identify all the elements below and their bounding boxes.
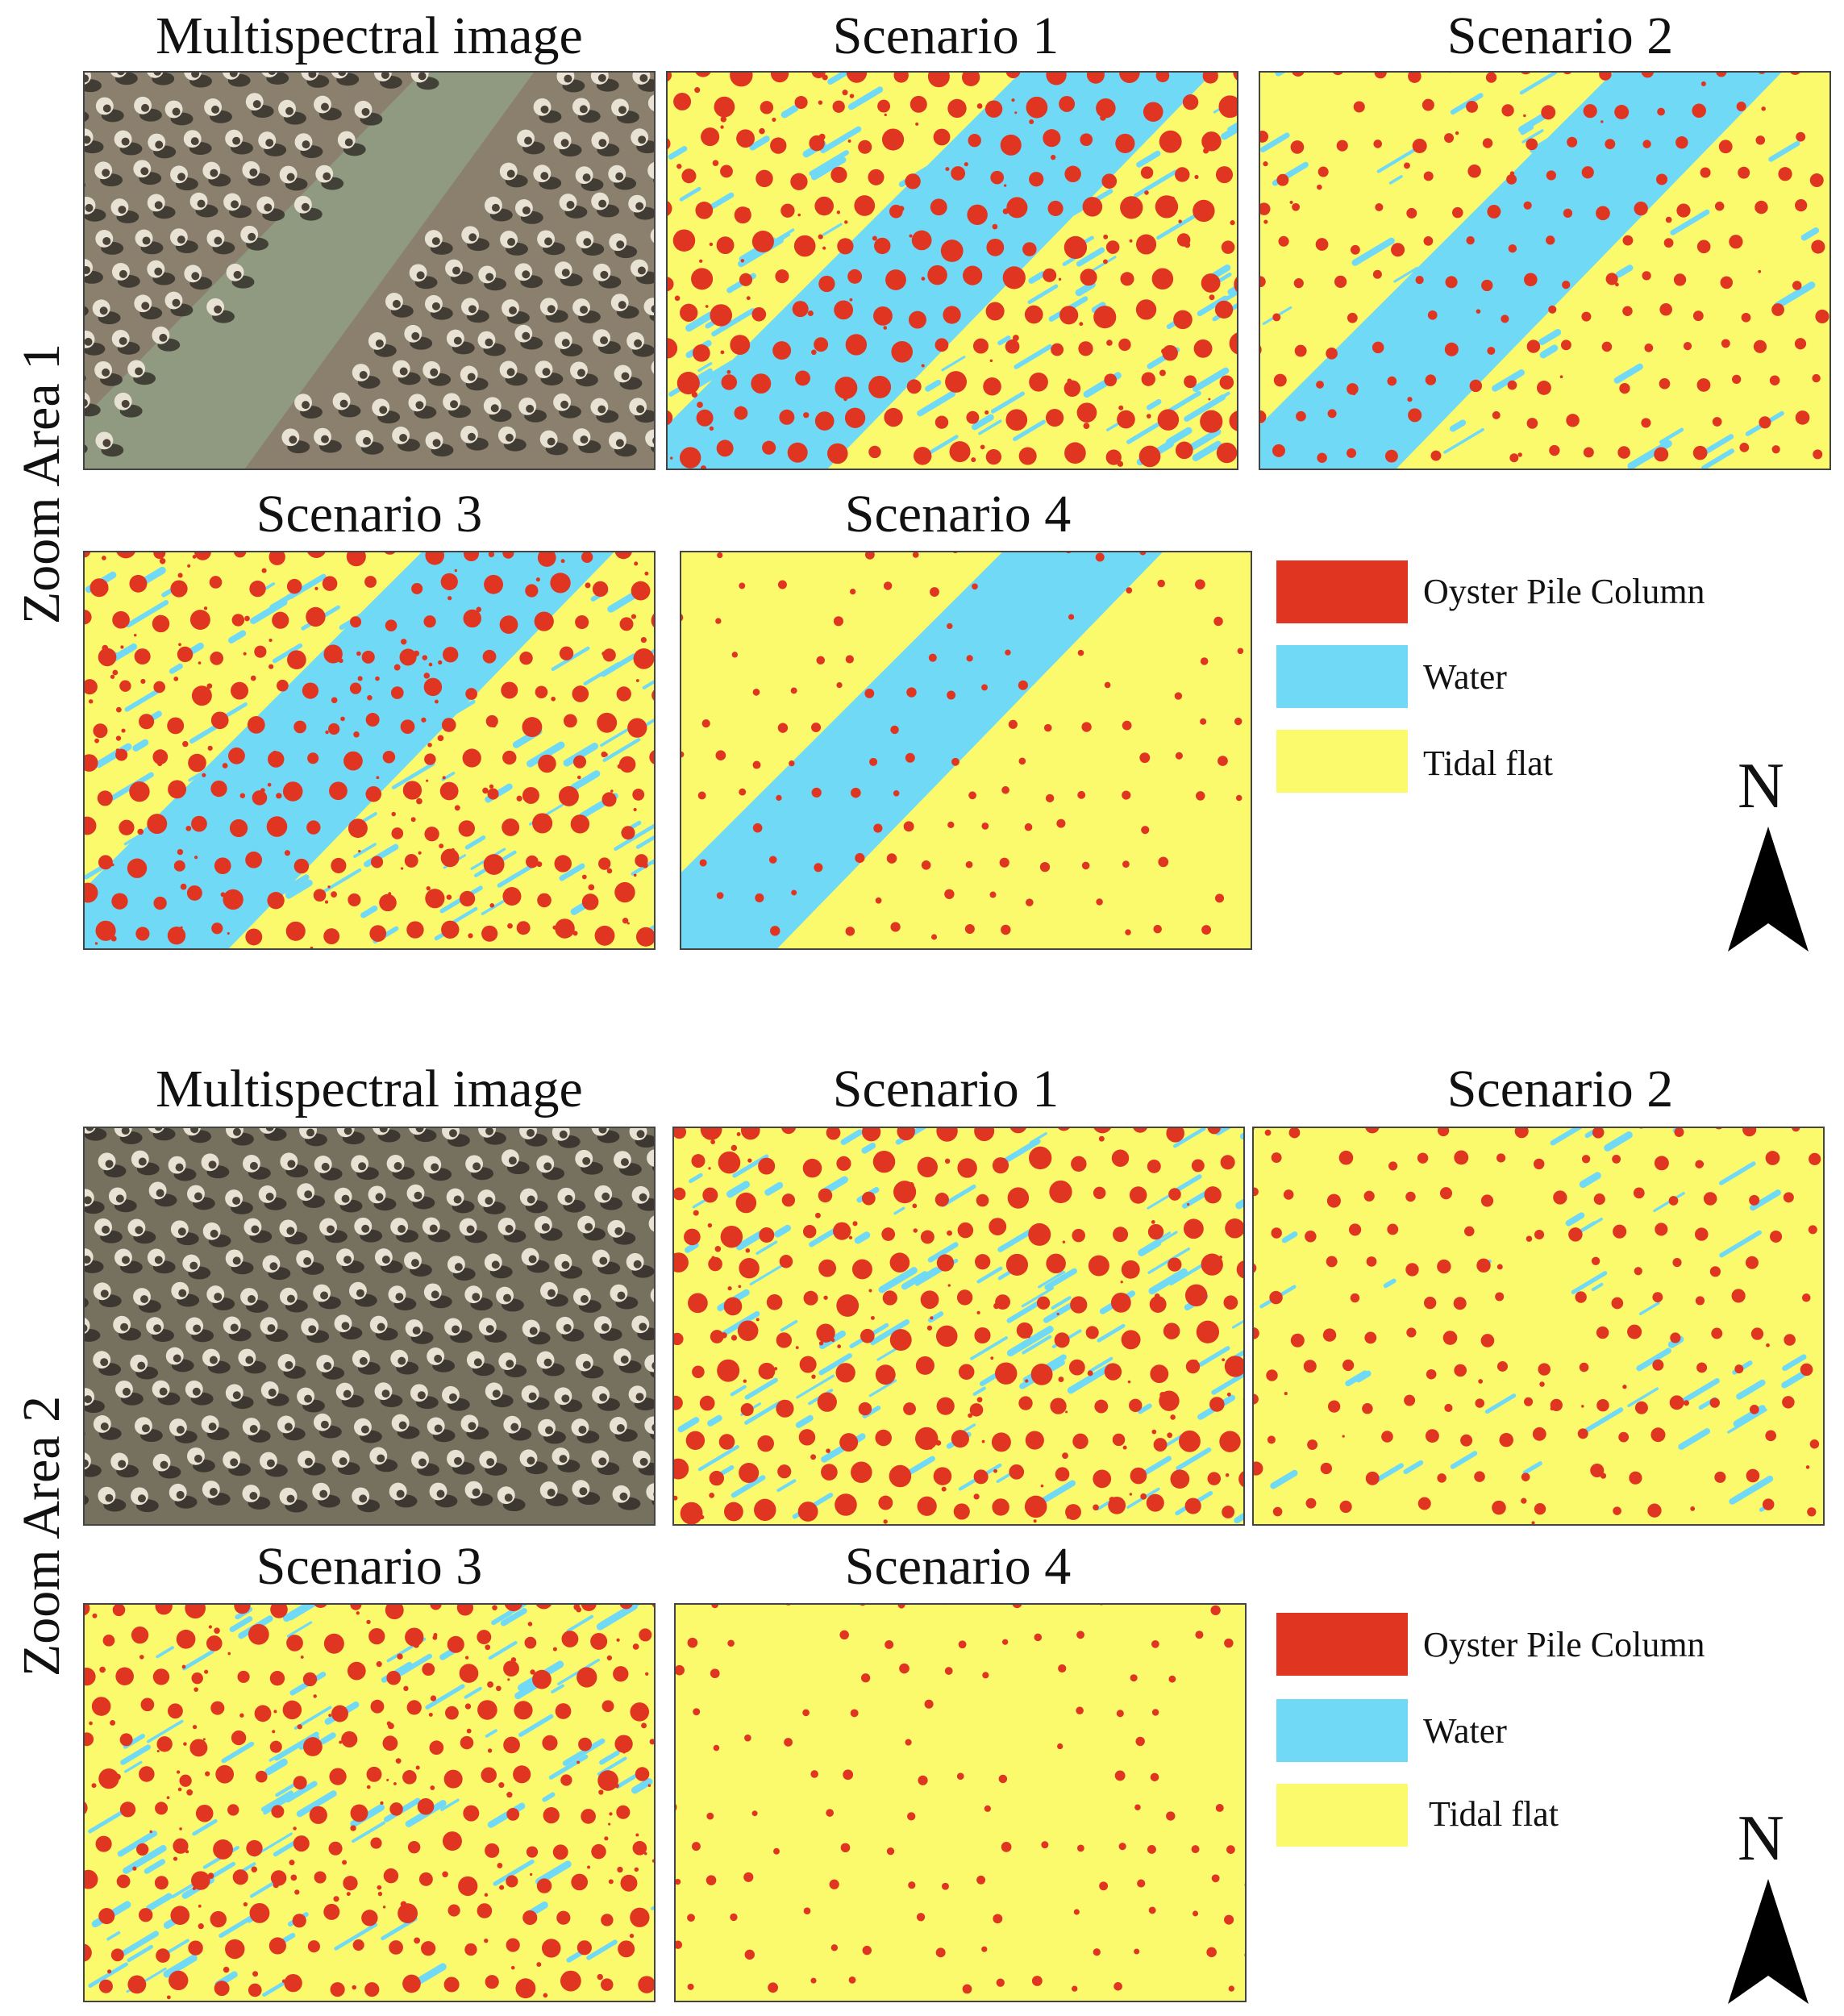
legend-swatch-tidal-flat	[1276, 1784, 1408, 1847]
area1-north-arrow-icon	[1728, 827, 1809, 952]
legend-label-water: Water	[1423, 1711, 1507, 1751]
area2-north-arrow-icon	[1728, 1879, 1809, 2004]
area1-scenario4-title: Scenario 4	[844, 485, 1072, 544]
zoom-area-1-label: Zoom Area 1	[12, 343, 71, 625]
area2-scenario4-map	[674, 1603, 1247, 2002]
area2-scenario4-title: Scenario 4	[844, 1537, 1072, 1596]
legend-swatch-oyster	[1276, 1613, 1408, 1676]
legend-label-tidal-flat: Tidal flat	[1423, 744, 1553, 783]
area1-scenario1-map	[666, 71, 1238, 470]
legend-label-water: Water	[1423, 657, 1507, 697]
area1-scenario2-map	[1259, 71, 1831, 470]
area2-scenario3-title: Scenario 3	[256, 1537, 483, 1596]
area2-north-label: N	[1738, 1803, 1784, 1874]
legend-label-oyster: Oyster Pile Column	[1423, 1625, 1705, 1664]
area2-multispectral-panel	[83, 1127, 656, 1526]
area1-scenario3-title: Scenario 3	[256, 485, 483, 544]
area2-scenario2-map	[1252, 1127, 1825, 1526]
area1-scenario3-map	[83, 551, 656, 950]
legend-swatch-water	[1276, 645, 1408, 708]
legend-label-tidal-flat: Tidal flat	[1429, 1794, 1559, 1834]
area2-scenario1-title: Scenario 1	[832, 1060, 1059, 1118]
area1-scenario2-title: Scenario 2	[1446, 6, 1674, 65]
area2-scenario2-title: Scenario 2	[1446, 1060, 1674, 1118]
legend-label-oyster: Oyster Pile Column	[1423, 572, 1705, 611]
zoom-area-2-label: Zoom Area 2	[12, 1395, 71, 1677]
area1-scenario4-map	[680, 551, 1252, 950]
area2-scenario3-map	[83, 1603, 656, 2002]
area1-north-label: N	[1738, 751, 1784, 822]
area2-multispectral-title: Multispectral image	[156, 1060, 583, 1118]
area1-scenario1-title: Scenario 1	[832, 6, 1059, 65]
area1-multispectral-panel	[83, 71, 656, 470]
legend-swatch-water	[1276, 1699, 1408, 1762]
legend-swatch-tidal-flat	[1276, 730, 1408, 793]
legend-swatch-oyster	[1276, 560, 1408, 623]
area1-multispectral-title: Multispectral image	[156, 6, 583, 65]
area2-scenario1-map	[672, 1127, 1245, 1526]
